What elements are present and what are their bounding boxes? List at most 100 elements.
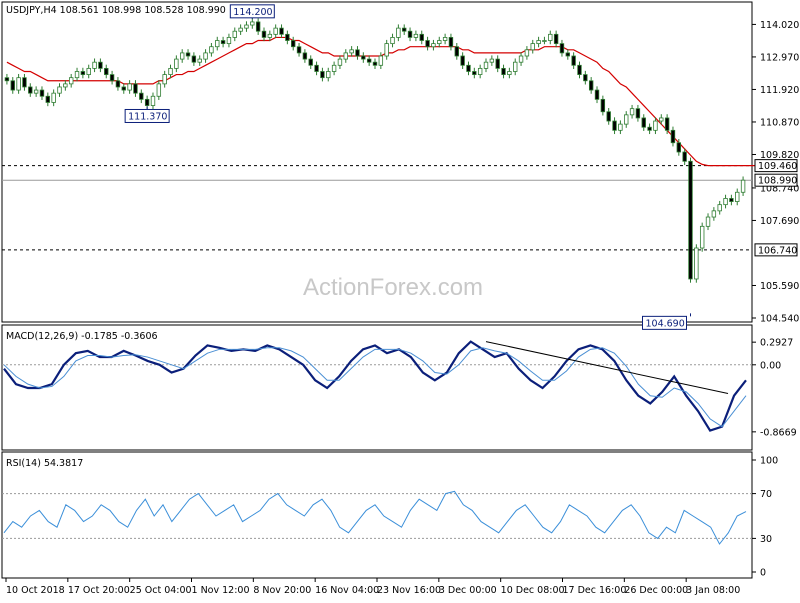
candle-body — [16, 77, 21, 91]
candle-body — [343, 52, 348, 60]
price-y-tick-label: 114.020 — [760, 20, 799, 31]
candle-body — [337, 58, 343, 66]
candle-body — [179, 52, 185, 60]
candle-body — [10, 80, 15, 91]
candle-body — [168, 67, 173, 75]
price-level-label: 108.990 — [758, 176, 797, 187]
x-tick-label: 10 Oct 2018 — [6, 585, 65, 596]
rsi-y-tick-label: 70 — [760, 489, 772, 500]
rsi-layer — [2, 490, 752, 545]
annotation-box — [641, 315, 687, 330]
candle-body — [530, 43, 535, 51]
candle-body — [92, 61, 97, 69]
candle-body — [507, 71, 512, 75]
candle-body — [740, 179, 746, 193]
axis-layer: 114.020 112.970 111.920 110.870 109.820 108.7… — [5, 20, 799, 596]
annotation-label: 111.370 — [128, 111, 167, 122]
x-tick-label: 26 Dec 00:00 — [624, 585, 688, 596]
candle-body — [185, 52, 191, 57]
candle-body — [115, 80, 121, 88]
price-level-label: 109.460 — [758, 161, 797, 172]
candle-body — [448, 37, 454, 48]
annotation-label: 104.690 — [645, 318, 684, 329]
candle-body — [641, 117, 646, 128]
watermark: ActionForex.com — [303, 274, 483, 301]
candle-body — [144, 98, 150, 106]
price-y-tick-label: 107.690 — [760, 216, 799, 227]
candle-body — [162, 74, 167, 85]
candle-body — [33, 89, 39, 94]
candle-body — [22, 77, 27, 88]
candle-body — [209, 46, 214, 54]
candle-body — [501, 67, 506, 75]
candle-body — [425, 40, 430, 48]
x-tick-label: 16 Nov 04:00 — [315, 585, 379, 596]
candle-body — [495, 58, 500, 69]
candle-body — [232, 30, 237, 38]
candle-body — [437, 40, 442, 45]
candle-body — [238, 27, 243, 32]
rsi-panel — [1, 451, 753, 579]
candle-body — [606, 111, 611, 122]
candle-body — [407, 30, 413, 38]
macd-signal-line — [3, 347, 747, 428]
macd-panel — [1, 324, 753, 451]
candle-body — [244, 24, 249, 29]
macd-header: MACD(12,26,9) -0.1785 -0.3606 — [6, 331, 158, 342]
candle-body — [355, 49, 360, 57]
candle-body — [63, 83, 68, 88]
candle-body — [215, 40, 220, 48]
candle-body — [86, 67, 91, 75]
macd-line — [3, 340, 747, 432]
candle-body — [372, 61, 378, 66]
candle-body — [308, 58, 313, 66]
price-level-box — [754, 243, 798, 257]
macd-y-tick-label: 0.2927 — [760, 338, 793, 349]
candle-body — [676, 142, 682, 153]
candle-body — [74, 71, 80, 79]
candle-body — [483, 61, 489, 69]
candle-body — [723, 198, 728, 206]
price-layer: 114.200 111.370 104.690 — [2, 4, 755, 330]
candle-body — [612, 120, 617, 131]
candle-body — [174, 58, 179, 69]
candle-body — [109, 74, 115, 82]
x-tick-label: 17 Dec 16:00 — [563, 585, 627, 596]
candle-body — [197, 58, 202, 63]
candle-body — [635, 108, 641, 119]
candle-body — [57, 86, 62, 94]
candle-body — [489, 58, 495, 63]
x-tick-label: 8 Nov 20:00 — [253, 585, 311, 596]
x-tick-label: 23 Nov 16:00 — [377, 585, 441, 596]
candle-body — [191, 55, 197, 63]
candle-body — [285, 33, 290, 41]
price-level-box — [754, 159, 798, 173]
candle-body — [291, 40, 296, 48]
candle-body — [361, 55, 366, 60]
candle-body — [279, 27, 284, 35]
candle-body — [600, 98, 606, 113]
candle-body — [524, 49, 530, 57]
macd-layer — [2, 340, 752, 432]
candle-body — [460, 55, 465, 66]
x-tick-label: 1 Nov 12:00 — [192, 585, 250, 596]
candle-body — [402, 27, 407, 32]
candle-body — [477, 67, 483, 75]
candle-body — [559, 43, 565, 54]
candle-body — [98, 61, 103, 69]
macd-y-tick-label: -0.8669 — [760, 427, 797, 438]
candle-body — [670, 129, 676, 144]
candle-body — [320, 71, 325, 79]
candle-body — [653, 120, 658, 131]
price-y-tick-label: 112.970 — [760, 52, 799, 63]
candle-body — [419, 33, 424, 41]
candle-body — [624, 114, 629, 125]
price-level-label: 106.740 — [758, 245, 797, 256]
candle-body — [314, 64, 319, 72]
candle-body — [536, 40, 541, 45]
price-y-tick-label: 111.920 — [760, 85, 799, 96]
candle-body — [390, 37, 395, 45]
candle-body — [682, 151, 687, 162]
candle-body — [150, 95, 156, 106]
